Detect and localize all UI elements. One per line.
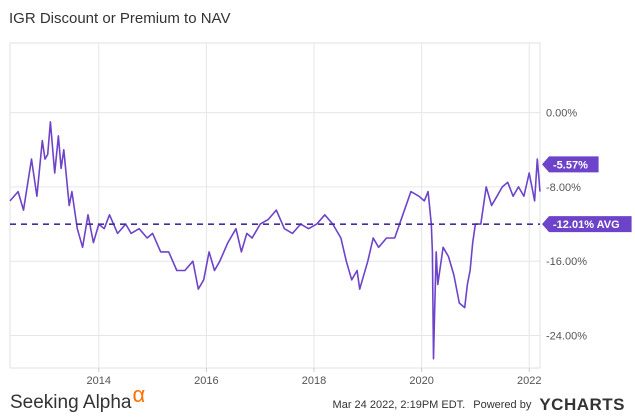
average-badge-label-bg: [542, 216, 632, 233]
value-badges: -12.01% AVG -5.57%: [542, 156, 632, 233]
seeking-alpha-wordmark: Seeking Alpha: [10, 392, 132, 413]
x-tick-label: 2020: [409, 375, 433, 387]
timestamp: Mar 24 2022, 2:19PM EDT.: [332, 399, 466, 411]
y-tick-label: 0.00%: [546, 108, 577, 120]
x-tick-labels: 2014 2016 2018 2020 2022: [87, 368, 541, 387]
powered-by-label: Powered by: [473, 399, 532, 411]
series-line: [9, 121, 541, 360]
y-tick-label: -16.00%: [546, 256, 587, 268]
x-tick-label: 2016: [194, 375, 218, 387]
last-value-badge-label-bg: [542, 156, 599, 173]
x-tick-label: 2018: [302, 375, 326, 387]
y-gridlines: [10, 112, 540, 336]
footer-attribution: Mar 24 2022, 2:19PM EDT. Powered by YCHA…: [333, 395, 625, 415]
x-tick-label: 2014: [87, 375, 111, 387]
x-gridlines: [98, 43, 530, 368]
series-group: [9, 121, 541, 360]
average-badge-label: -12.01% AVG: [553, 219, 620, 231]
plot-frame: [9, 42, 541, 369]
chart-title: IGR Discount or Premium to NAV: [9, 10, 231, 27]
seeking-alpha-logo: Seeking Alphaα: [10, 382, 145, 414]
y-tick-label: -8.00%: [546, 182, 581, 194]
y-tick-labels: 0.00% -8.00% -16.00% -24.00%: [546, 108, 587, 343]
y-tick-label: -24.00%: [546, 331, 587, 343]
x-tick-label: 2022: [517, 375, 541, 387]
alpha-icon: α: [132, 382, 146, 407]
ycharts-logo: YCHARTS: [539, 395, 625, 414]
last-value-badge-label: -5.57%: [553, 159, 588, 171]
